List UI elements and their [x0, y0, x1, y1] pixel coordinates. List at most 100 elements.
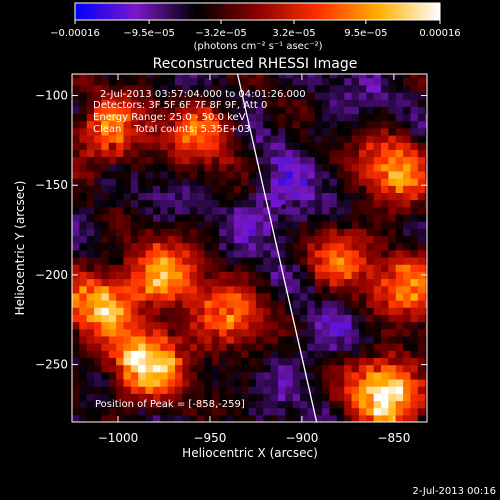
heatmap-cell [130, 285, 139, 294]
heatmap-cell [204, 371, 213, 380]
heatmap-cell [278, 235, 286, 244]
heatmap-cell [108, 192, 117, 201]
heatmap-cell [307, 278, 316, 287]
heatmap-cell [145, 84, 154, 93]
heatmap-cell [388, 300, 397, 308]
heatmap-cell [300, 285, 309, 294]
heatmap-cell [381, 378, 389, 387]
heatmap-cell [152, 235, 161, 244]
heatmap-cell [336, 185, 345, 193]
heatmap-cell [182, 235, 191, 244]
heatmap-cell [123, 163, 132, 172]
heatmap-cell [358, 213, 367, 222]
heatmap-cell [381, 221, 389, 229]
heatmap-cell [344, 149, 353, 158]
heatmap-cell [307, 163, 316, 172]
heatmap-cell [417, 407, 426, 416]
heatmap-cell [373, 170, 382, 179]
heatmap-cell [226, 256, 235, 265]
heatmap-cell [219, 264, 228, 272]
heatmap-cell [300, 192, 309, 201]
heatmap-cell [351, 84, 360, 93]
heatmap-cell [278, 178, 286, 186]
heatmap-cell [123, 264, 132, 272]
heatmap-cell [72, 77, 80, 86]
heatmap-cell [123, 221, 132, 229]
heatmap-cell [270, 77, 279, 86]
heatmap-cell [336, 300, 345, 308]
heatmap-cell [329, 307, 338, 315]
heatmap-cell [417, 364, 426, 373]
heatmap-cell [395, 84, 404, 93]
heatmap-cell [233, 77, 242, 86]
heatmap-cell [263, 314, 272, 323]
heatmap-cell [219, 221, 228, 229]
heatmap-cell [160, 77, 169, 86]
heatmap-cell [101, 185, 110, 193]
heatmap-cell [204, 264, 213, 272]
heatmap-cell [116, 163, 125, 172]
heatmap-cell [395, 185, 404, 193]
heatmap-cell [351, 213, 360, 222]
heatmap-cell [373, 264, 382, 272]
heatmap-cell [101, 314, 110, 323]
heatmap-cell [248, 77, 257, 86]
heatmap-cell [329, 213, 338, 222]
heatmap-cell [211, 77, 220, 86]
chart-title: Reconstructed RHESSI Image [153, 56, 358, 72]
heatmap-cell [226, 178, 235, 186]
heatmap-cell [292, 156, 301, 165]
heatmap-cell [373, 307, 382, 315]
heatmap-cell [248, 249, 257, 258]
heatmap-cell [197, 350, 206, 359]
clean-counts-annotation: Clean Total counts: 5.35E+03 [93, 124, 250, 135]
heatmap-cell [336, 178, 345, 186]
heatmap-cell [263, 221, 272, 229]
heatmap-cell [285, 134, 294, 143]
heatmap-cell [204, 256, 213, 265]
heatmap-cell [130, 292, 139, 301]
heatmap-cell [417, 314, 426, 323]
heatmap-cell [226, 378, 235, 387]
heatmap-cell [292, 249, 301, 258]
heatmap-cell [94, 300, 103, 308]
heatmap-cell [248, 292, 257, 301]
heatmap-cell [204, 414, 213, 422]
heatmap-cell [388, 178, 397, 186]
heatmap-cell [94, 249, 103, 258]
heatmap-cell [322, 127, 331, 136]
heatmap-cell [94, 321, 103, 330]
heatmap-cell [145, 300, 154, 308]
heatmap-cell [116, 357, 125, 366]
heatmap-cell [314, 264, 323, 272]
heatmap-cell [351, 321, 360, 330]
heatmap-cell [123, 407, 132, 416]
heatmap-cell [116, 120, 125, 129]
heatmap-cell [101, 364, 110, 373]
heatmap-cell [263, 206, 272, 215]
heatmap-cell [388, 163, 397, 172]
heatmap-cell [197, 84, 206, 93]
heatmap-cell [395, 156, 404, 165]
heatmap-cell [292, 321, 301, 330]
heatmap-cell [211, 335, 220, 344]
heatmap-cell [219, 292, 228, 301]
heatmap-cell [322, 185, 331, 193]
heatmap-cell [241, 185, 250, 193]
heatmap-cell [138, 221, 147, 229]
heatmap-cell [197, 99, 206, 107]
heatmap-cell [314, 77, 323, 86]
heatmap-cell [116, 386, 125, 394]
heatmap-cell [211, 249, 220, 258]
heatmap-cell [344, 91, 353, 100]
heatmap-cell [94, 264, 103, 272]
heatmap-cell [189, 185, 198, 193]
heatmap-cell [233, 91, 242, 100]
heatmap-cell [167, 378, 176, 387]
heatmap-cell [167, 178, 176, 186]
heatmap-cell [211, 256, 220, 265]
heatmap-cell [189, 228, 198, 237]
heatmap-cell [108, 221, 117, 229]
heatmap-cell [292, 134, 301, 143]
heatmap-cell [263, 307, 272, 315]
